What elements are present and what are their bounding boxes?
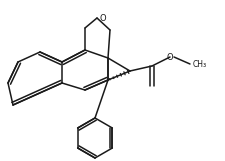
- Text: CH₃: CH₃: [193, 60, 207, 68]
- Text: O: O: [167, 52, 173, 62]
- Text: O: O: [99, 14, 106, 23]
